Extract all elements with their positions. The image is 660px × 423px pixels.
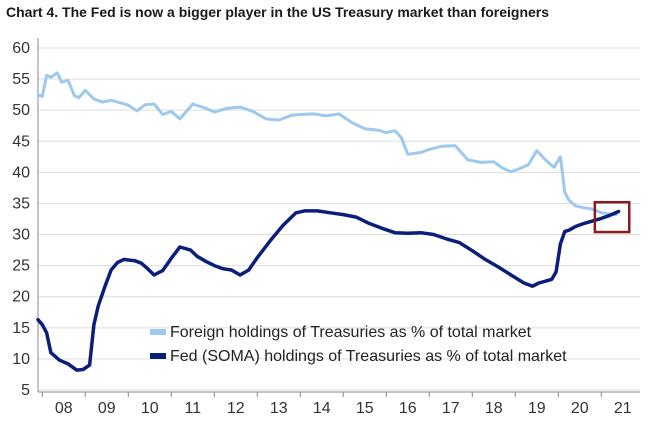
y-tick-label: 40 [12, 164, 30, 181]
y-tick-label: 35 [12, 195, 30, 212]
legend-label-fed: Fed (SOMA) holdings of Treasuries as % o… [170, 348, 567, 365]
y-tick-label: 60 [12, 40, 30, 57]
legend-label-foreign: Foreign holdings of Treasuries as % of t… [170, 324, 532, 341]
x-tick-label: 12 [227, 400, 245, 417]
y-tick-label: 5 [21, 382, 30, 399]
chart-title: Chart 4. The Fed is now a bigger player … [6, 4, 550, 20]
y-tick-label: 15 [12, 320, 30, 337]
highlight-box [593, 200, 631, 234]
x-tick-label: 19 [528, 400, 546, 417]
x-axis-ticks: 08 09 10 11 12 13 14 15 16 17 18 19 20 21 [55, 400, 632, 417]
legend: Foreign holdings of Treasuries as % of t… [150, 324, 567, 365]
y-tick-label: 45 [12, 133, 30, 150]
annotations [593, 200, 631, 234]
x-tick-label: 11 [184, 400, 201, 417]
x-tick-label: 13 [270, 400, 288, 417]
x-tick-label: 08 [55, 400, 73, 417]
y-tick-label: 50 [12, 102, 30, 119]
series-lines [36, 71, 621, 372]
y-tick-label: 20 [12, 289, 30, 306]
x-tick-label: 18 [485, 400, 503, 417]
foreign-holdings-line [36, 71, 618, 217]
y-tick-label: 55 [12, 71, 30, 88]
y-tick-label: 25 [12, 258, 30, 275]
axes [37, 38, 640, 397]
x-tick-label: 21 [614, 400, 632, 417]
y-tick-label: 30 [12, 227, 30, 244]
x-tick-label: 10 [141, 400, 159, 417]
x-tick-label: 16 [399, 400, 417, 417]
fed-soma-holdings-line [36, 209, 621, 372]
grid-lines [38, 47, 640, 391]
x-tick-label: 09 [98, 400, 116, 417]
x-tick-label: 20 [571, 400, 589, 417]
y-axis-ticks: 5 10 15 20 25 30 35 40 45 50 55 60 [12, 40, 30, 399]
x-tick-label: 17 [442, 400, 460, 417]
x-tick-label: 14 [313, 400, 331, 417]
x-tick-label: 15 [356, 400, 374, 417]
y-tick-label: 10 [12, 351, 30, 368]
